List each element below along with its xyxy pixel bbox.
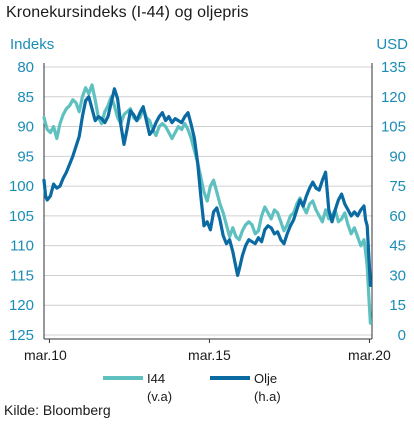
left-tick-label: 115 bbox=[10, 267, 34, 284]
x-tick-label: mar.15 bbox=[188, 347, 231, 363]
plot-frame bbox=[43, 63, 373, 340]
left-tick-label: 100 bbox=[9, 178, 34, 195]
left-tick-label: 80 bbox=[17, 59, 34, 76]
x-tick-label: mar.10 bbox=[24, 347, 67, 363]
right-tick-label: 60 bbox=[389, 208, 406, 225]
left-tick-label: 120 bbox=[9, 297, 34, 314]
left-tick-label: 105 bbox=[9, 208, 34, 225]
series-lines bbox=[42, 83, 372, 325]
right-tick-label: 15 bbox=[389, 297, 406, 314]
right-tick-label: 135 bbox=[381, 59, 406, 76]
left-axis-label: Indeks bbox=[10, 36, 55, 53]
grid-lines bbox=[44, 66, 372, 336]
right-tick-label: 105 bbox=[381, 119, 406, 136]
left-tick-label: 110 bbox=[10, 238, 34, 255]
left-tick-label: 85 bbox=[17, 89, 34, 106]
x-axis-ticks: mar.10 mar.15 mar.20 bbox=[24, 339, 391, 363]
right-tick-label: 90 bbox=[389, 148, 406, 165]
legend-sublabel: (h.a) bbox=[254, 389, 281, 404]
left-tick-label: 95 bbox=[17, 148, 34, 165]
right-tick-label: 0 bbox=[398, 327, 406, 344]
left-tick-label: 125 bbox=[9, 327, 34, 344]
x-tick-label: mar.20 bbox=[348, 347, 391, 363]
right-tick-label: 120 bbox=[381, 89, 406, 106]
series-line-olje bbox=[42, 87, 372, 287]
right-axis-label: USD bbox=[376, 36, 408, 53]
source-note: Kilde: Bloomberg bbox=[4, 402, 111, 418]
left-axis-ticks: 80 85 90 95 100 105 110 115 120 125 bbox=[9, 59, 34, 344]
legend-sublabel: (v.a) bbox=[147, 389, 172, 404]
chart-title: Kronekursindeks (I-44) og oljepris bbox=[6, 4, 249, 21]
series-line-i44 bbox=[42, 83, 372, 325]
right-tick-label: 45 bbox=[389, 238, 406, 255]
legend: I44 (v.a) Olje (h.a) bbox=[103, 371, 281, 404]
legend-label: I44 bbox=[147, 371, 165, 386]
right-axis-ticks: 135 120 105 90 75 60 45 30 15 0 bbox=[381, 59, 406, 344]
legend-label: Olje bbox=[254, 371, 277, 386]
right-tick-label: 30 bbox=[389, 267, 406, 284]
left-tick-label: 90 bbox=[17, 119, 34, 136]
right-tick-label: 75 bbox=[389, 178, 406, 195]
